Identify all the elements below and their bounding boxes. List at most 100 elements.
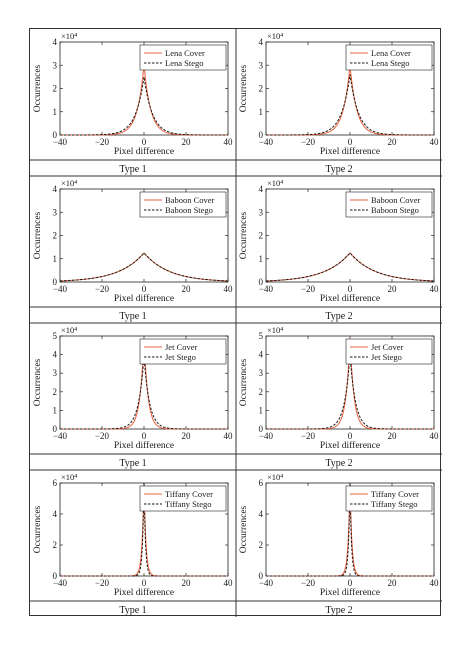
legend-label: Jet Stego xyxy=(371,352,402,362)
legend-label: Lena Stego xyxy=(165,58,203,68)
y-tick-label: 4 xyxy=(53,37,58,47)
x-tick-label: 40 xyxy=(224,284,234,294)
x-axis-label: Pixel difference xyxy=(320,587,380,598)
x-tick-label: 40 xyxy=(430,137,440,147)
x-tick-label: −20 xyxy=(301,431,316,441)
panel-caption: Type 2 xyxy=(325,164,352,175)
y-tick-label: 4 xyxy=(259,184,264,194)
y-tick-label: 2 xyxy=(259,231,264,241)
y-tick-label: 1 xyxy=(259,254,264,264)
x-axis-label: Pixel difference xyxy=(320,440,380,451)
legend-label: Baboon Cover xyxy=(371,195,421,205)
x-tick-label: 40 xyxy=(224,431,234,441)
y-scale-label: ×10⁴ xyxy=(267,31,283,41)
x-tick-label: 40 xyxy=(430,578,440,588)
y-scale-label: ×10⁴ xyxy=(61,325,77,335)
y-scale-label: ×10⁴ xyxy=(61,472,77,482)
legend-label: Baboon Stego xyxy=(371,205,419,215)
y-tick-label: 2 xyxy=(259,387,264,397)
legend-label: Jet Cover xyxy=(371,342,404,352)
y-tick-label: 4 xyxy=(259,509,264,519)
y-scale-label: ×10⁴ xyxy=(61,31,77,41)
legend-box xyxy=(139,485,227,512)
stego-series-line xyxy=(60,356,228,430)
y-tick-label: 5 xyxy=(53,331,58,341)
y-tick-label: 6 xyxy=(53,478,58,488)
legend-label: Jet Stego xyxy=(165,352,196,362)
y-axis-label: Occurrences xyxy=(33,358,43,406)
y-tick-label: 1 xyxy=(53,405,58,415)
legend-label: Lena Cover xyxy=(165,48,205,58)
x-tick-label: −40 xyxy=(259,284,274,294)
x-tick-label: 20 xyxy=(182,284,192,294)
x-tick-label: 20 xyxy=(182,431,192,441)
panel-caption: Type 1 xyxy=(119,164,146,175)
y-tick-label: 2 xyxy=(53,540,58,550)
legend-label: Tiffany Stego xyxy=(371,499,418,509)
x-tick-label: −40 xyxy=(259,431,274,441)
y-tick-label: 4 xyxy=(53,509,58,519)
chart-panel-baboon-type-2: −40 −20 0 20 40 0 1 2 3 4×10⁴ Pixel difference Occu… xyxy=(239,178,439,322)
x-tick-label: 20 xyxy=(388,137,398,147)
x-axis-label: Pixel difference xyxy=(114,440,174,451)
legend-label: Baboon Cover xyxy=(165,195,215,205)
legend-box xyxy=(139,338,227,365)
panel-caption: Type 1 xyxy=(119,458,146,469)
legend-label: Baboon Stego xyxy=(165,205,213,215)
legend-box xyxy=(345,338,433,365)
cover-series-line xyxy=(265,252,435,282)
x-tick-label: 40 xyxy=(224,137,234,147)
legend-box xyxy=(139,191,227,218)
x-tick-label: 20 xyxy=(182,137,192,147)
stego-series-line xyxy=(60,76,228,136)
x-tick-label: −20 xyxy=(95,431,110,441)
y-tick-label: 3 xyxy=(259,368,264,378)
y-tick-label: 1 xyxy=(53,254,58,264)
y-scale-label: ×10⁴ xyxy=(267,472,283,482)
y-tick-label: 5 xyxy=(259,331,264,341)
legend-label: Jet Cover xyxy=(165,342,198,352)
y-tick-label: 2 xyxy=(259,84,264,94)
y-scale-label: ×10⁴ xyxy=(267,178,283,188)
y-tick-label: 1 xyxy=(259,107,264,117)
panel-caption: Type 2 xyxy=(325,605,352,616)
y-tick-label: 0 xyxy=(259,130,264,140)
x-tick-label: −20 xyxy=(301,578,316,588)
y-tick-label: 0 xyxy=(53,424,58,434)
y-scale-label: ×10⁴ xyxy=(61,178,77,188)
y-tick-label: 0 xyxy=(259,424,264,434)
y-tick-label: 2 xyxy=(53,387,58,397)
legend-box xyxy=(139,44,227,71)
y-axis-label: Occurrences xyxy=(33,211,43,259)
legend-label: Lena Cover xyxy=(371,48,411,58)
stego-series-line xyxy=(60,482,228,577)
y-axis-label: Occurrences xyxy=(33,505,43,553)
chart-panel-lena-type-1: −40 −20 0 20 40 0 1 2 3 4×10⁴ Pixel difference Occu… xyxy=(33,31,233,175)
y-axis-label: Occurrences xyxy=(33,64,43,112)
x-tick-label: −20 xyxy=(301,284,316,294)
x-axis-label: Pixel difference xyxy=(320,146,380,157)
x-tick-label: 0 xyxy=(142,578,147,588)
y-tick-label: 4 xyxy=(53,184,58,194)
panel-caption: Type 2 xyxy=(325,458,352,469)
x-tick-label: −20 xyxy=(95,578,110,588)
x-tick-label: 40 xyxy=(430,431,440,441)
y-axis-label: Occurrences xyxy=(239,505,249,553)
y-tick-label: 6 xyxy=(259,478,264,488)
stego-series-line xyxy=(266,482,434,577)
y-axis-label: Occurrences xyxy=(239,358,249,406)
cover-series-line xyxy=(59,252,229,282)
x-tick-label: 0 xyxy=(348,431,353,441)
y-tick-label: 3 xyxy=(259,60,264,70)
x-axis-label: Pixel difference xyxy=(114,293,174,304)
legend-label: Tiffany Cover xyxy=(165,489,213,499)
figure-grid: −40 −20 0 20 40 0 1 2 3 4 ×10⁴ Pixel difference Occu… xyxy=(29,28,442,617)
x-tick-label: 0 xyxy=(348,137,353,147)
y-tick-label: 4 xyxy=(53,350,58,360)
x-tick-label: 0 xyxy=(348,578,353,588)
y-axis-label: Occurrences xyxy=(239,211,249,259)
y-tick-label: 4 xyxy=(259,37,264,47)
x-tick-label: 20 xyxy=(182,578,192,588)
panel-caption: Type 2 xyxy=(325,311,352,322)
